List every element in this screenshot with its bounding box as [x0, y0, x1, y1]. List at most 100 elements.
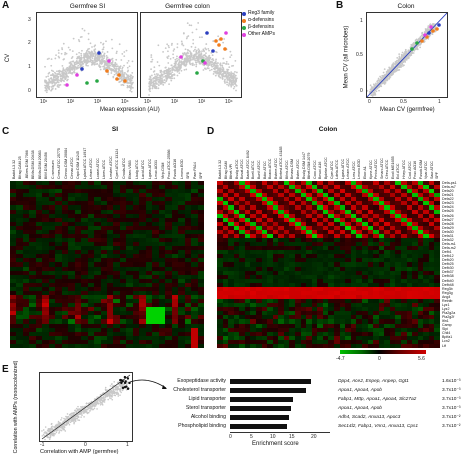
heatmap-cell	[178, 189, 185, 194]
heatmap-cell	[345, 213, 351, 218]
heatmap-cell	[48, 282, 56, 287]
heatmap-cell	[384, 270, 390, 275]
heatmap-cell	[378, 185, 385, 190]
heatmap-cell	[94, 213, 101, 218]
heatmap-cell	[178, 343, 185, 348]
heatmap-cell	[367, 238, 374, 243]
heatmap-cell	[152, 233, 159, 239]
heatmap-cell	[412, 258, 418, 263]
heatmap-cell	[171, 303, 179, 308]
legend-label: α-defensins	[248, 17, 274, 23]
background-gene-point	[215, 58, 217, 61]
background-gene-point	[404, 53, 406, 56]
heatmap-cell	[81, 299, 88, 304]
panel-b-letter: B	[336, 0, 344, 11]
background-gene-point	[59, 84, 62, 86]
heatmap-cell	[35, 266, 43, 271]
heatmap-cell	[233, 205, 240, 210]
heatmap-cell	[184, 339, 192, 344]
heatmap-cell	[178, 181, 185, 186]
background-gene-point	[62, 75, 64, 78]
heatmap-cell	[48, 311, 56, 316]
heatmap-cell	[191, 185, 198, 190]
heatmap-cell	[171, 282, 179, 287]
heatmap-cell	[48, 295, 56, 300]
heatmap-cell	[345, 205, 351, 210]
heatmap-cell	[239, 197, 245, 202]
heatmap-cell	[48, 270, 56, 275]
heatmap-cell	[171, 181, 179, 186]
heatmap-cell	[16, 315, 23, 320]
heatmap-cell	[139, 205, 146, 210]
heatmap-cell	[367, 197, 374, 202]
background-gene-point	[219, 64, 222, 67]
heatmap-cell	[48, 193, 56, 198]
heatmap-cell	[35, 262, 43, 267]
heatmap-cell	[339, 181, 346, 186]
heatmap-cell	[10, 270, 17, 275]
background-gene-point	[60, 70, 63, 73]
heatmap-cell	[328, 193, 335, 198]
background-gene-point	[233, 75, 236, 78]
heatmap-cell	[165, 189, 172, 194]
heatmap-cell	[48, 323, 56, 328]
background-gene-point	[404, 48, 407, 51]
heatmap-cell	[191, 319, 198, 324]
background-gene-point	[187, 35, 190, 37]
heatmap-cell	[126, 282, 133, 287]
background-gene-point	[182, 32, 185, 35]
background-gene-point	[208, 57, 211, 60]
heatmap-cell	[311, 201, 318, 206]
background-gene-point	[89, 51, 92, 54]
heatmap-cell	[389, 233, 396, 239]
heatmap-column-label: Vpar.ATCC	[424, 161, 429, 179]
background-gene-point	[46, 85, 49, 88]
heatmap-cell	[107, 290, 114, 296]
heatmap-cell	[278, 217, 284, 222]
heatmap-cell	[165, 254, 172, 259]
heatmap-cell	[145, 274, 153, 279]
background-gene-point	[157, 84, 160, 87]
heatmap-cell	[222, 221, 229, 226]
heatmap-column-label: Ccoc.ATCC	[312, 160, 317, 179]
background-gene-point	[228, 66, 231, 69]
heatmap-column-label: Smarc.ATCC	[379, 158, 384, 179]
heatmap-cell	[400, 185, 407, 190]
heatmap-cell	[81, 213, 88, 218]
background-gene-point	[162, 51, 164, 53]
background-gene-point	[123, 55, 126, 58]
background-gene-point	[62, 71, 65, 74]
heatmap-cell	[428, 242, 435, 247]
heatmap-cell	[322, 205, 329, 210]
heatmap-cell	[361, 181, 368, 186]
heatmap-cell	[272, 205, 279, 210]
heatmap-cell	[132, 189, 140, 194]
heatmap-cell	[428, 181, 435, 186]
heatmap-cell	[145, 290, 153, 296]
heatmap-cell	[48, 339, 56, 344]
heatmap-cell	[222, 205, 229, 210]
heatmap-cell	[132, 295, 140, 300]
background-gene-point	[114, 61, 117, 64]
heatmap-cell	[300, 181, 307, 186]
heatmap-cell	[35, 295, 43, 300]
heatmap-cell	[171, 335, 179, 340]
heatmap-cell	[145, 201, 153, 206]
heatmap-cell	[29, 315, 36, 320]
heatmap-cell	[373, 225, 379, 230]
heatmap-cell	[74, 189, 82, 194]
background-gene-point	[228, 79, 231, 82]
heatmap-cell	[152, 201, 159, 206]
panel-a-xtick: 10¹	[40, 99, 48, 105]
heatmap-cell	[306, 205, 312, 210]
background-gene-point	[102, 68, 105, 70]
heatmap-cell	[261, 242, 268, 247]
heatmap-cell	[152, 307, 159, 312]
heatmap-cell	[10, 335, 17, 340]
background-gene-point	[91, 46, 93, 48]
heatmap-cell	[272, 254, 279, 259]
background-gene-point	[74, 61, 77, 64]
heatmap-cell	[10, 189, 17, 194]
background-gene-point	[215, 72, 218, 75]
heatmap-cell	[81, 295, 88, 300]
